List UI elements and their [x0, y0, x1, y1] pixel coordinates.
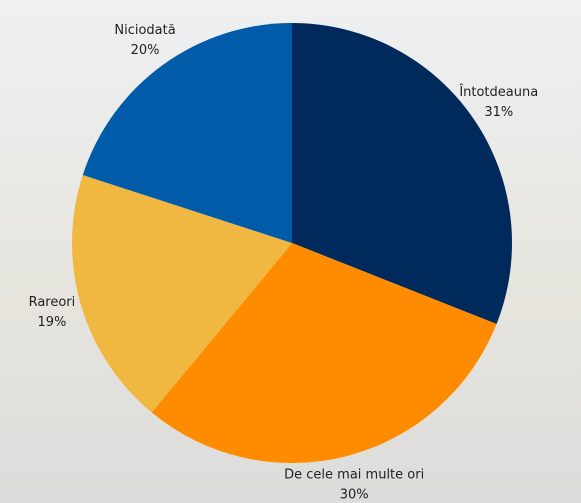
slice-value-label: 31% — [484, 105, 513, 120]
slice-label: Întotdeauna — [458, 84, 538, 100]
pie-slice — [71, 175, 292, 413]
pie-slice — [151, 243, 497, 463]
slice-label: Niciodată — [114, 23, 175, 38]
pie-slice — [292, 23, 512, 324]
slice-value-label: 30% — [340, 488, 369, 503]
pie-slice — [82, 23, 292, 243]
slice-label: Rareori — [29, 295, 76, 310]
slice-label: De cele mai multe ori — [284, 468, 424, 483]
slice-value-label: 20% — [131, 43, 160, 58]
slice-value-label: 19% — [37, 315, 66, 330]
